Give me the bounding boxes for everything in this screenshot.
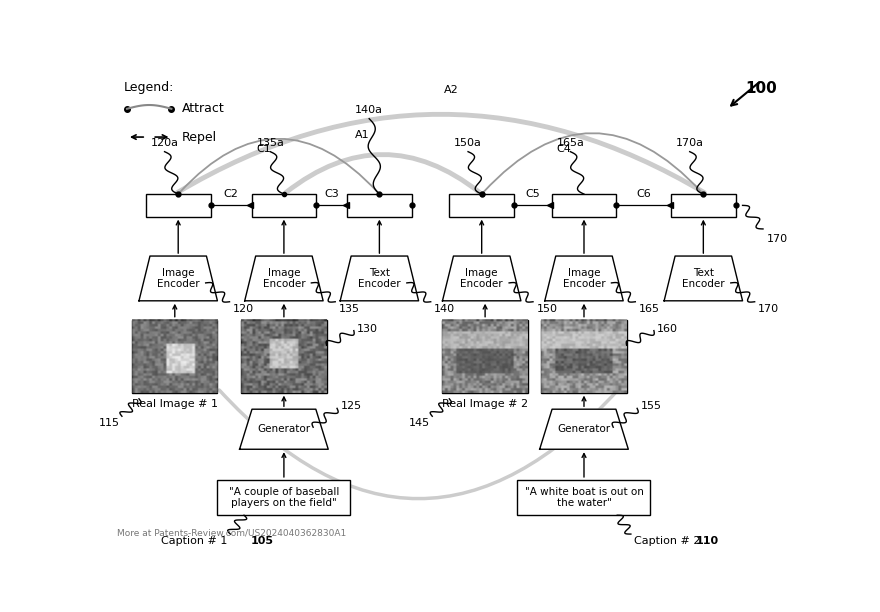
Text: Image
Encoder: Image Encoder	[460, 267, 503, 289]
Text: Attract: Attract	[181, 102, 224, 115]
Text: "A white boat is out on
the water": "A white boat is out on the water"	[524, 487, 643, 509]
Bar	[241, 319, 326, 393]
Text: 160: 160	[657, 324, 678, 334]
Text: Generator: Generator	[557, 424, 611, 435]
Bar	[347, 194, 412, 217]
Text: 100: 100	[745, 81, 777, 95]
Text: A2: A2	[444, 85, 458, 95]
Text: 120: 120	[233, 304, 254, 314]
Text: 145: 145	[409, 418, 430, 428]
Text: C2: C2	[224, 189, 238, 200]
Text: 135a: 135a	[256, 138, 284, 148]
Text: 170: 170	[766, 234, 788, 244]
Bar	[252, 194, 316, 217]
Bar	[450, 194, 514, 217]
Polygon shape	[664, 256, 743, 301]
Text: 120a: 120a	[150, 138, 179, 148]
Bar	[146, 194, 210, 217]
Text: C3: C3	[324, 189, 339, 200]
FancyArrowPatch shape	[286, 154, 480, 192]
Text: Legend:: Legend:	[123, 81, 174, 94]
Text: Repel: Repel	[181, 130, 216, 144]
Text: C5: C5	[525, 189, 540, 200]
Text: 110: 110	[696, 537, 719, 547]
FancyArrowPatch shape	[219, 390, 618, 499]
Text: C4: C4	[556, 144, 571, 154]
Text: 155: 155	[641, 401, 662, 411]
Bar	[671, 194, 736, 217]
Text: 115: 115	[99, 418, 120, 428]
Polygon shape	[239, 409, 328, 449]
Text: 140a: 140a	[356, 105, 383, 115]
Text: Image
Encoder: Image Encoder	[562, 267, 605, 289]
Polygon shape	[539, 409, 628, 449]
Text: C1: C1	[256, 144, 271, 154]
Bar	[132, 319, 217, 393]
Bar	[217, 480, 350, 515]
Text: 150a: 150a	[454, 138, 482, 148]
Polygon shape	[341, 256, 419, 301]
Text: "A couple of baseball
players on the field": "A couple of baseball players on the fie…	[229, 487, 339, 509]
Text: 165: 165	[639, 304, 660, 314]
Text: 125: 125	[341, 401, 362, 411]
Text: C6: C6	[636, 189, 651, 200]
Text: Caption # 1: Caption # 1	[160, 537, 227, 547]
Text: A1: A1	[355, 130, 370, 140]
Text: 165a: 165a	[556, 138, 584, 148]
Bar	[552, 194, 616, 217]
Text: More at Patents-Review.com/US2024040362830A1: More at Patents-Review.com/US20240403628…	[117, 529, 346, 537]
Text: 170a: 170a	[676, 138, 704, 148]
Text: 150: 150	[537, 304, 557, 314]
Text: Real Image # 2: Real Image # 2	[442, 399, 528, 409]
Polygon shape	[139, 256, 217, 301]
Text: Real Image # 1: Real Image # 1	[132, 399, 217, 409]
Text: Image
Encoder: Image Encoder	[157, 267, 200, 289]
Text: Generator: Generator	[257, 424, 311, 435]
Bar	[517, 480, 650, 515]
Text: Caption # 2: Caption # 2	[634, 537, 700, 547]
Text: 130: 130	[357, 324, 378, 334]
Text: 135: 135	[339, 304, 360, 314]
Text: 140: 140	[434, 304, 455, 314]
FancyArrowPatch shape	[484, 133, 701, 192]
Polygon shape	[245, 256, 323, 301]
Text: Text
Encoder: Text Encoder	[682, 267, 724, 289]
Text: Image
Encoder: Image Encoder	[262, 267, 305, 289]
Polygon shape	[545, 256, 623, 301]
FancyArrowPatch shape	[177, 114, 704, 193]
Text: 170: 170	[758, 304, 779, 314]
Text: Text
Encoder: Text Encoder	[358, 267, 400, 289]
Bar	[541, 319, 627, 393]
Polygon shape	[443, 256, 521, 301]
FancyArrowPatch shape	[180, 139, 378, 192]
Text: 105: 105	[251, 537, 274, 547]
Bar	[443, 319, 528, 393]
